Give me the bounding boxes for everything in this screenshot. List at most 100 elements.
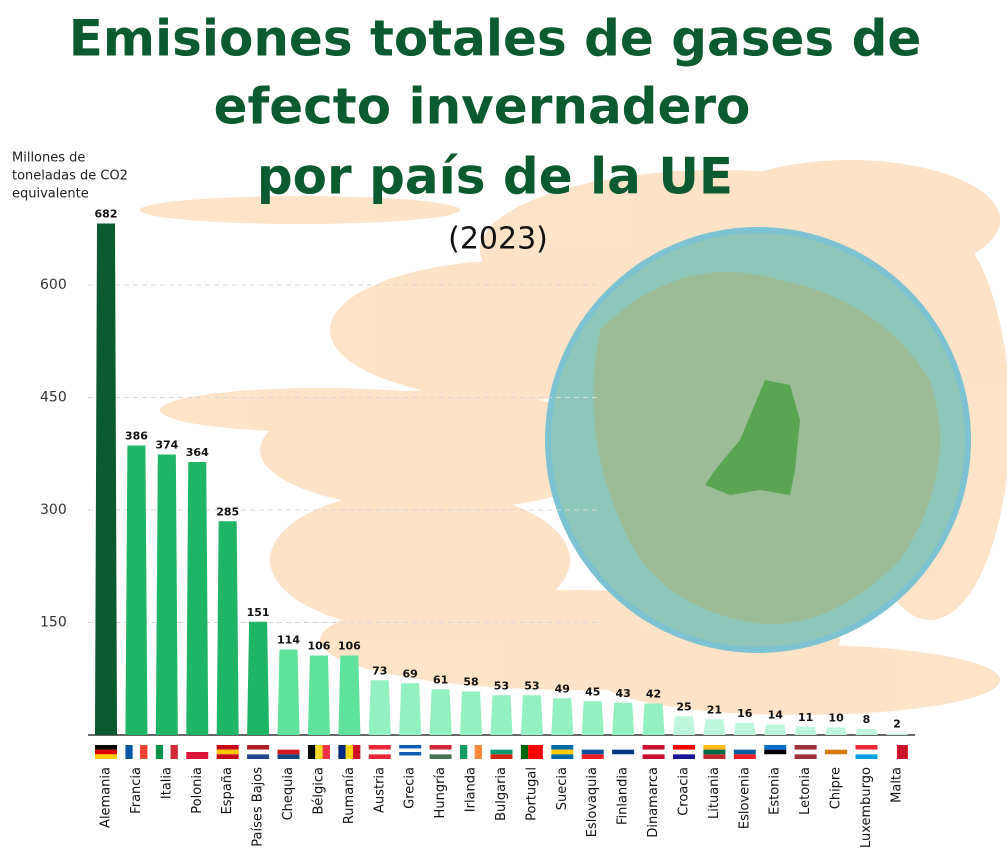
flag-stripe xyxy=(490,745,513,750)
bar xyxy=(399,683,422,735)
flag xyxy=(95,745,117,759)
value-label: 11 xyxy=(798,711,813,724)
bar xyxy=(733,723,756,735)
flag xyxy=(794,745,817,759)
x-tick-label: Bélgica xyxy=(311,767,326,815)
value-label: 285 xyxy=(216,505,239,518)
bar xyxy=(460,691,483,735)
x-tick-label: Finlandia xyxy=(616,767,631,825)
bar xyxy=(307,655,330,735)
flag xyxy=(825,745,848,759)
flag-stripe xyxy=(581,749,604,755)
value-label: 151 xyxy=(247,606,270,619)
flag-stripe xyxy=(794,749,817,755)
flag-stripe xyxy=(612,745,635,750)
flag xyxy=(581,745,604,759)
value-label: 53 xyxy=(494,679,509,692)
y-tick-label: 150 xyxy=(40,615,67,631)
flag-stripe xyxy=(764,749,787,755)
flag-stripe xyxy=(132,745,141,759)
flag-stripe xyxy=(520,745,529,759)
x-tick-label: Polonia xyxy=(190,767,205,814)
flag-stripe xyxy=(490,754,513,759)
value-label: 2 xyxy=(893,718,901,731)
flag-stripe xyxy=(733,749,756,755)
flag-stripe xyxy=(764,745,787,750)
flag-stripe xyxy=(429,745,452,750)
flag-stripe xyxy=(733,745,756,750)
bar xyxy=(95,223,117,735)
flag-stripe xyxy=(672,754,695,759)
flag-stripe xyxy=(855,749,878,755)
flag-stripe xyxy=(399,752,422,756)
flag-stripe xyxy=(95,749,117,755)
bar xyxy=(277,649,300,735)
value-label: 10 xyxy=(828,712,844,725)
flag xyxy=(429,745,452,759)
flag-stripe xyxy=(216,745,239,750)
flag-stripe xyxy=(460,745,468,759)
flag-stripe xyxy=(216,754,239,759)
bar xyxy=(642,703,665,735)
y-tick-label: 600 xyxy=(40,277,67,293)
value-label: 58 xyxy=(463,676,478,689)
value-label: 106 xyxy=(338,640,361,653)
x-tick-label: Rumanía xyxy=(342,767,357,824)
flag-stripe xyxy=(186,745,209,752)
value-label: 16 xyxy=(737,707,753,720)
flag-stripe xyxy=(733,754,756,759)
flag-stripe xyxy=(247,745,270,750)
bar xyxy=(703,719,726,735)
x-tick-label: Alemania xyxy=(99,767,114,828)
value-label: 73 xyxy=(372,664,387,677)
flag-stripe xyxy=(855,745,878,750)
flag-stripe xyxy=(672,749,695,755)
x-tick-label: Portugal xyxy=(524,767,539,821)
x-tick-label: Eslovaquia xyxy=(585,767,600,837)
flag-stripe xyxy=(155,745,164,759)
value-label: 42 xyxy=(646,688,661,701)
flag-stripe xyxy=(368,745,391,750)
flag-stripe xyxy=(703,754,726,759)
flag xyxy=(277,745,300,759)
bar xyxy=(247,621,270,735)
value-label: 114 xyxy=(277,634,300,647)
flag-stripe xyxy=(642,749,665,755)
value-label: 45 xyxy=(585,685,600,698)
flag-stripe xyxy=(855,754,878,759)
y-tick-label: 300 xyxy=(40,502,67,518)
flag-stripe xyxy=(170,745,178,759)
flag xyxy=(338,745,361,759)
value-label: 25 xyxy=(676,700,691,713)
flag-stripe xyxy=(581,745,604,750)
flag-stripe xyxy=(581,754,604,759)
globe xyxy=(545,227,971,653)
bar xyxy=(855,729,878,735)
x-tick-label: Croacia xyxy=(676,767,691,816)
flag-stripe xyxy=(535,745,543,759)
y-tick-label: 450 xyxy=(40,390,67,406)
x-tick-label: Chipre xyxy=(829,767,844,809)
value-label: 106 xyxy=(307,640,330,653)
value-label: 69 xyxy=(403,667,418,680)
x-tick-label: Bulgaria xyxy=(494,767,509,821)
flag xyxy=(307,745,330,759)
y-axis-label: Millones de xyxy=(12,151,85,166)
flag-stripe xyxy=(474,745,483,759)
bar xyxy=(125,445,148,735)
flag xyxy=(672,745,695,759)
flag-stripe xyxy=(612,749,635,755)
flag-stripe xyxy=(95,754,117,759)
flag-stripe xyxy=(186,752,209,759)
flag-stripe xyxy=(825,749,848,755)
value-label: 14 xyxy=(768,709,784,722)
flag-stripe xyxy=(399,745,422,749)
chart-title: por país de la UE xyxy=(257,148,733,206)
flag-stripe xyxy=(322,745,330,759)
flag-stripe xyxy=(794,745,817,750)
chart-title: efecto invernadero xyxy=(214,78,751,136)
bar xyxy=(825,727,848,735)
bar xyxy=(581,701,604,735)
flag-stripe xyxy=(794,754,817,759)
flag-stripe xyxy=(825,754,848,759)
